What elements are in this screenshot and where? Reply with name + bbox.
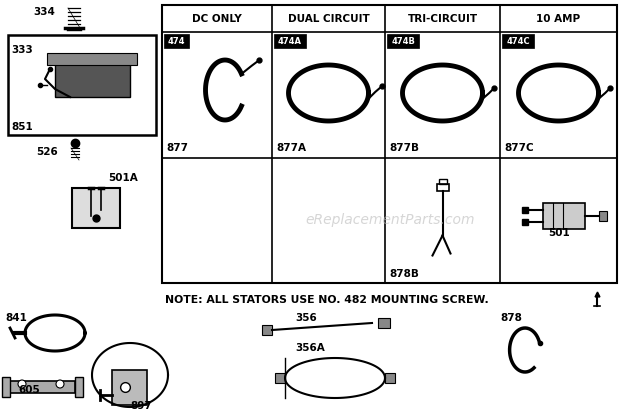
Text: 878B: 878B <box>389 269 419 279</box>
Text: 474C: 474C <box>506 36 530 46</box>
Text: DUAL CIRCUIT: DUAL CIRCUIT <box>288 13 370 23</box>
Text: 877A: 877A <box>276 143 306 153</box>
Text: 474: 474 <box>168 36 185 46</box>
Bar <box>387 34 419 48</box>
Bar <box>502 34 534 48</box>
Bar <box>162 5 617 283</box>
Bar <box>436 184 448 191</box>
Bar <box>598 211 606 221</box>
Bar <box>75 377 83 397</box>
Text: 897: 897 <box>130 401 152 411</box>
Text: 474A: 474A <box>278 36 302 46</box>
Bar <box>164 34 189 48</box>
Text: 878: 878 <box>500 313 522 323</box>
Text: 474B: 474B <box>391 36 415 46</box>
Bar <box>274 34 306 48</box>
Bar <box>542 202 585 229</box>
Text: 877C: 877C <box>504 143 534 153</box>
Bar <box>10 381 75 393</box>
Bar <box>2 377 10 397</box>
Text: 501A: 501A <box>108 173 138 183</box>
Text: 10 AMP: 10 AMP <box>536 13 580 23</box>
Bar <box>55 62 130 97</box>
Text: DC ONLY: DC ONLY <box>192 13 242 23</box>
Text: 526: 526 <box>36 147 58 157</box>
Text: 841: 841 <box>5 313 27 323</box>
Circle shape <box>18 380 26 388</box>
Text: 333: 333 <box>11 45 33 55</box>
Text: 356A: 356A <box>295 343 325 353</box>
Bar <box>72 188 120 228</box>
Bar <box>275 373 285 383</box>
Text: TRI-CIRCUIT: TRI-CIRCUIT <box>407 13 477 23</box>
Text: 605: 605 <box>18 385 40 395</box>
Text: 877B: 877B <box>389 143 419 153</box>
Bar <box>47 53 137 65</box>
Text: eReplacementParts.com: eReplacementParts.com <box>305 213 475 227</box>
Bar <box>112 370 147 405</box>
Bar <box>262 325 272 335</box>
Text: 851: 851 <box>11 122 33 132</box>
Text: 877: 877 <box>166 143 188 153</box>
Bar <box>385 373 395 383</box>
Text: 334: 334 <box>33 7 55 17</box>
Text: NOTE: ALL STATORS USE NO. 482 MOUNTING SCREW.: NOTE: ALL STATORS USE NO. 482 MOUNTING S… <box>165 295 489 305</box>
Bar <box>378 318 390 328</box>
Bar <box>438 178 446 184</box>
Text: 501: 501 <box>549 229 570 239</box>
Bar <box>8 35 156 135</box>
Text: 356: 356 <box>295 313 317 323</box>
Circle shape <box>56 380 64 388</box>
